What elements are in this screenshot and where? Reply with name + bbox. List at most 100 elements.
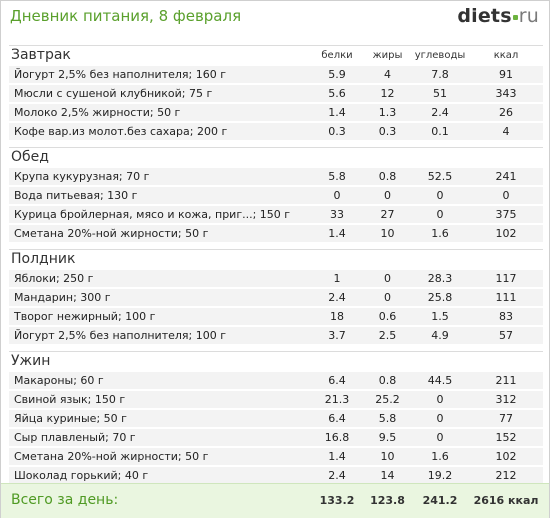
meal-title: Полдник xyxy=(11,251,76,267)
food-name: Макароны; 60 г xyxy=(14,374,104,387)
meal-section-header: Полдник xyxy=(9,249,543,270)
logo-dot-icon xyxy=(512,15,518,20)
food-row[interactable]: Молоко 2,5% жирности; 50 г 1.4 1.3 2.4 26 xyxy=(9,104,543,121)
food-name: Творог нежирный; 100 г xyxy=(14,310,156,323)
food-protein: 5.9 xyxy=(328,68,346,81)
food-row[interactable]: Вода питьевая; 130 г 0 0 0 0 xyxy=(9,187,543,204)
food-kcal: 212 xyxy=(495,469,517,482)
food-protein: 1 xyxy=(333,272,341,285)
food-protein: 2.4 xyxy=(328,291,346,304)
food-fat: 12 xyxy=(380,87,395,100)
food-row[interactable]: Яйца куриные; 50 г 6.4 5.8 0 77 xyxy=(9,410,543,427)
food-row[interactable]: Яблоки; 250 г 1 0 28.3 117 xyxy=(9,270,543,287)
column-headers: белки жиры углеводы ккал xyxy=(9,50,543,64)
food-name: Мюсли с сушеной клубникой; 75 г xyxy=(14,87,213,100)
food-carbs: 0 xyxy=(436,412,444,425)
food-kcal: 312 xyxy=(495,393,517,406)
meal-section-header: Обед xyxy=(9,147,543,168)
food-row[interactable]: Макароны; 60 г 6.4 0.8 44.5 211 xyxy=(9,372,543,389)
food-carbs: 2.4 xyxy=(431,106,449,119)
food-carbs: 1.6 xyxy=(431,227,449,240)
food-name: Молоко 2,5% жирности; 50 г xyxy=(14,106,181,119)
food-fat: 4 xyxy=(384,68,391,81)
food-name: Курица бройлерная, мясо и кожа, приг...;… xyxy=(14,208,291,221)
food-fat: 0.8 xyxy=(378,170,397,183)
food-row[interactable]: Сметана 20%-ной жирности; 50 г 1.4 10 1.6 10… xyxy=(9,225,543,242)
food-carbs: 0 xyxy=(436,189,444,202)
meal-title: Ужин xyxy=(11,353,51,369)
meal-section-header: Ужин xyxy=(9,351,543,372)
food-fat: 27 xyxy=(380,208,395,221)
food-kcal: 77 xyxy=(499,412,513,425)
food-name: Мандарин; 300 г xyxy=(14,291,111,304)
food-name: Йогурт 2,5% без наполнителя; 160 г xyxy=(14,68,226,81)
food-row[interactable]: Сметана 20%-ной жирности; 50 г 1.4 10 1.6 10… xyxy=(9,448,543,465)
food-row[interactable]: Свиной язык; 150 г 21.3 25.2 0 312 xyxy=(9,391,543,408)
food-carbs: 1.5 xyxy=(431,310,449,323)
logo-main: diets xyxy=(457,5,512,27)
food-protein: 6.4 xyxy=(328,412,346,425)
food-row[interactable]: Мандарин; 300 г 2.4 0 25.8 111 xyxy=(9,289,543,306)
food-protein: 21.3 xyxy=(324,393,350,406)
food-kcal: 375 xyxy=(495,208,517,221)
food-carbs: 0 xyxy=(436,431,444,444)
food-kcal: 91 xyxy=(499,68,513,81)
food-row[interactable]: Сыр плавленый; 70 г 16.8 9.5 0 152 xyxy=(9,429,543,446)
food-name: Сыр плавленый; 70 г xyxy=(14,431,136,444)
food-fat: 14 xyxy=(380,469,395,482)
total-protein: 133.2 xyxy=(319,494,355,507)
food-name: Крупа кукурузная; 70 г xyxy=(14,170,150,183)
food-protein: 6.4 xyxy=(328,374,346,387)
food-row[interactable]: Кофе вар.из молот.без сахара; 200 г 0.3 0.… xyxy=(9,123,543,140)
column-header-protein: белки xyxy=(321,50,353,61)
food-carbs: 25.8 xyxy=(427,291,453,304)
food-protein: 0 xyxy=(333,189,341,202)
food-kcal: 211 xyxy=(495,374,517,387)
food-fat: 0 xyxy=(384,291,391,304)
food-fat: 0.6 xyxy=(378,310,397,323)
food-carbs: 28.3 xyxy=(427,272,453,285)
food-row[interactable]: Йогурт 2,5% без наполнителя; 160 г 5.9 4 7.… xyxy=(9,66,543,83)
food-row[interactable]: Курица бройлерная, мясо и кожа, приг...;… xyxy=(9,206,543,223)
food-fat: 10 xyxy=(380,227,395,240)
food-name: Йогурт 2,5% без наполнителя; 100 г xyxy=(14,329,226,342)
header: Дневник питания, 8 февраля diets ru xyxy=(1,1,549,35)
food-row[interactable]: Шоколад горький; 40 г 2.4 14 19.2 212 xyxy=(9,467,543,484)
food-fat: 5.8 xyxy=(378,412,397,425)
food-carbs: 51 xyxy=(433,87,447,100)
food-fat: 2.5 xyxy=(378,329,397,342)
food-row[interactable]: Йогурт 2,5% без наполнителя; 100 г 3.7 2.5… xyxy=(9,327,543,344)
food-fat: 10 xyxy=(380,450,395,463)
total-label: Всего за день: xyxy=(11,492,119,508)
meal-title: Обед xyxy=(11,149,49,165)
food-kcal: 102 xyxy=(495,227,517,240)
food-protein: 16.8 xyxy=(324,431,350,444)
meals-table: Завтрак белки жиры углеводы ккал Йогурт 2,5% … xyxy=(9,45,543,491)
food-carbs: 1.6 xyxy=(431,450,449,463)
food-name: Яйца куриные; 50 г xyxy=(14,412,127,425)
food-protein: 5.8 xyxy=(328,170,346,183)
food-protein: 1.4 xyxy=(328,106,346,119)
food-protein: 5.6 xyxy=(328,87,346,100)
meal-section-header: Завтрак белки жиры углеводы ккал xyxy=(9,45,543,66)
column-header-fat: жиры xyxy=(372,50,403,61)
meal-section: Обед Крупа кукурузная; 70 г 5.8 0.8 52.5 241 В… xyxy=(9,147,543,249)
food-kcal: 83 xyxy=(499,310,513,323)
food-protein: 1.4 xyxy=(328,227,346,240)
food-row[interactable]: Крупа кукурузная; 70 г 5.8 0.8 52.5 241 xyxy=(9,168,543,185)
food-row[interactable]: Мюсли с сушеной клубникой; 75 г 5.6 12 51 34… xyxy=(9,85,543,102)
meal-section: Ужин Макароны; 60 г 6.4 0.8 44.5 211 Свиной яз… xyxy=(9,351,543,491)
food-protein: 3.7 xyxy=(328,329,346,342)
food-carbs: 7.8 xyxy=(431,68,449,81)
food-fat: 0 xyxy=(384,272,391,285)
food-name: Сметана 20%-ной жирности; 50 г xyxy=(14,450,209,463)
food-row[interactable]: Творог нежирный; 100 г 18 0.6 1.5 83 xyxy=(9,308,543,325)
daily-total: Всего за день: 133.2 123.8 241.2 2616 кк… xyxy=(1,483,549,518)
site-logo[interactable]: diets ru xyxy=(457,5,539,27)
meal-section: Завтрак белки жиры углеводы ккал Йогурт 2,5% … xyxy=(9,45,543,147)
food-name: Шоколад горький; 40 г xyxy=(14,469,149,482)
food-name: Вода питьевая; 130 г xyxy=(14,189,138,202)
food-kcal: 343 xyxy=(495,87,517,100)
food-carbs: 0.1 xyxy=(431,125,449,138)
food-name: Свиной язык; 150 г xyxy=(14,393,126,406)
